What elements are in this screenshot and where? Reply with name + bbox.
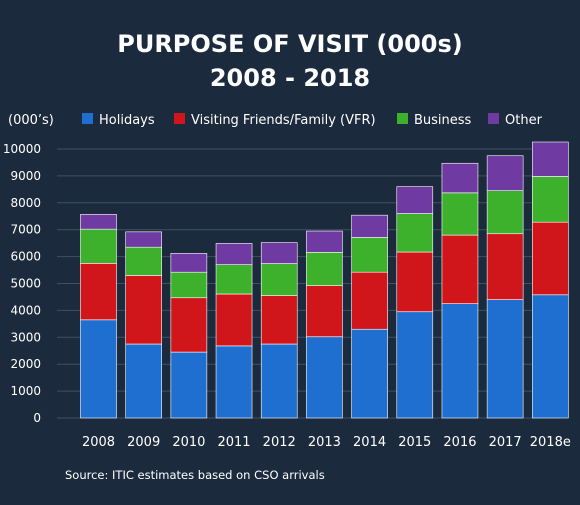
bar-segment-holidays	[170, 351, 208, 419]
bar-segment-visiting	[351, 271, 388, 330]
bar-segment-visiting	[396, 251, 434, 313]
legend-swatch	[397, 113, 408, 124]
y-tick-label: 1000	[10, 384, 41, 398]
bar-segment-holidays	[260, 343, 298, 419]
legend-swatch	[488, 113, 499, 124]
bar-segment-visiting	[260, 295, 298, 345]
bar-segment-holidays	[396, 311, 434, 419]
bar-segment-visiting	[80, 263, 117, 321]
y-axis-ticks: 0 1000 2000 3000 4000 5000 6000 7000 8000 9000 100…	[3, 142, 41, 425]
bar-segment-other	[532, 141, 569, 177]
y-tick-label: 6000	[10, 250, 41, 264]
y-tick-label: 0	[33, 411, 41, 425]
bar-segment-other	[170, 253, 208, 273]
y-tick-label: 2000	[10, 357, 41, 371]
legend-swatch	[82, 113, 93, 124]
y-tick-label: 5000	[10, 277, 41, 291]
bar-segment-other	[486, 155, 524, 191]
bar-segment-other	[215, 243, 253, 265]
legend-label: Business	[414, 113, 472, 128]
bar-segment-other	[351, 214, 388, 238]
bars	[80, 141, 569, 419]
bar-segment-visiting	[306, 285, 343, 338]
bar-segment-business	[170, 271, 208, 299]
legend-label: Holidays	[99, 113, 155, 128]
legend: Holidays Visiting Friends/Family (VFR) Bus…	[82, 113, 543, 128]
bar-segment-other	[80, 214, 117, 230]
bar-segment-holidays	[351, 328, 388, 419]
bar-segment-holidays	[441, 303, 479, 419]
bar-segment-business	[351, 237, 388, 273]
bar-segment-other	[441, 162, 479, 194]
x-tick-label: 2017	[489, 435, 522, 450]
chart-title-line1: PURPOSE OF VISIT (000s)	[117, 30, 463, 58]
bar-segment-business	[532, 176, 569, 223]
y-tick-label: 9000	[10, 169, 41, 183]
x-tick-label: 2010	[172, 435, 205, 450]
bar-segment-business	[260, 263, 298, 296]
bar-segment-holidays	[125, 343, 162, 419]
bar-segment-holidays	[306, 336, 343, 419]
bar-segment-visiting	[125, 275, 162, 345]
bar-segment-other	[396, 186, 434, 214]
x-tick-label: 2014	[353, 435, 386, 450]
bar-segment-visiting	[215, 293, 253, 347]
x-tick-label: 2016	[443, 435, 476, 450]
y-tick-label: 4000	[10, 303, 41, 317]
bar-segment-holidays	[80, 319, 117, 419]
bar-segment-visiting	[486, 233, 524, 300]
legend-swatch	[174, 113, 185, 124]
x-tick-label: 2015	[398, 435, 431, 450]
y-tick-label: 8000	[10, 196, 41, 210]
y-axis-label: (000’s)	[8, 113, 54, 128]
y-tick-label: 7000	[10, 223, 41, 237]
x-tick-label: 2008	[82, 435, 115, 450]
y-tick-label: 10000	[3, 142, 41, 156]
x-tick-label: 2009	[127, 435, 160, 450]
legend-label: Visiting Friends/Family (VFR)	[191, 113, 376, 128]
chart-title-line2: 2008 - 2018	[210, 64, 370, 92]
bar-segment-business	[486, 190, 524, 235]
bar-segment-business	[215, 264, 253, 295]
legend-label: Other	[505, 113, 543, 128]
bar-segment-other	[306, 230, 343, 253]
bar-segment-other	[125, 231, 162, 248]
x-axis-ticks: 2008 2009 2010 2011 2012 2013 2014 2015 2016 2017…	[82, 435, 571, 450]
bar-segment-business	[441, 192, 479, 236]
bar-segment-visiting	[441, 234, 479, 304]
bar-segment-business	[80, 228, 117, 264]
bar-segment-visiting	[532, 221, 569, 296]
x-tick-label: 2013	[308, 435, 341, 450]
bar-segment-holidays	[215, 345, 253, 419]
bar-segment-visiting	[170, 297, 208, 353]
x-tick-label: 2018e	[530, 435, 571, 450]
x-tick-label: 2012	[263, 435, 296, 450]
bar-segment-business	[396, 213, 434, 253]
bar-segment-business	[306, 251, 343, 286]
source-note: Source: ITIC estimates based on CSO arri…	[65, 468, 325, 482]
bar-segment-other	[260, 242, 298, 264]
y-tick-label: 3000	[10, 330, 41, 344]
bar-segment-holidays	[486, 299, 524, 419]
x-tick-label: 2011	[217, 435, 250, 450]
bar-segment-holidays	[532, 294, 569, 419]
bar-segment-business	[125, 246, 162, 276]
